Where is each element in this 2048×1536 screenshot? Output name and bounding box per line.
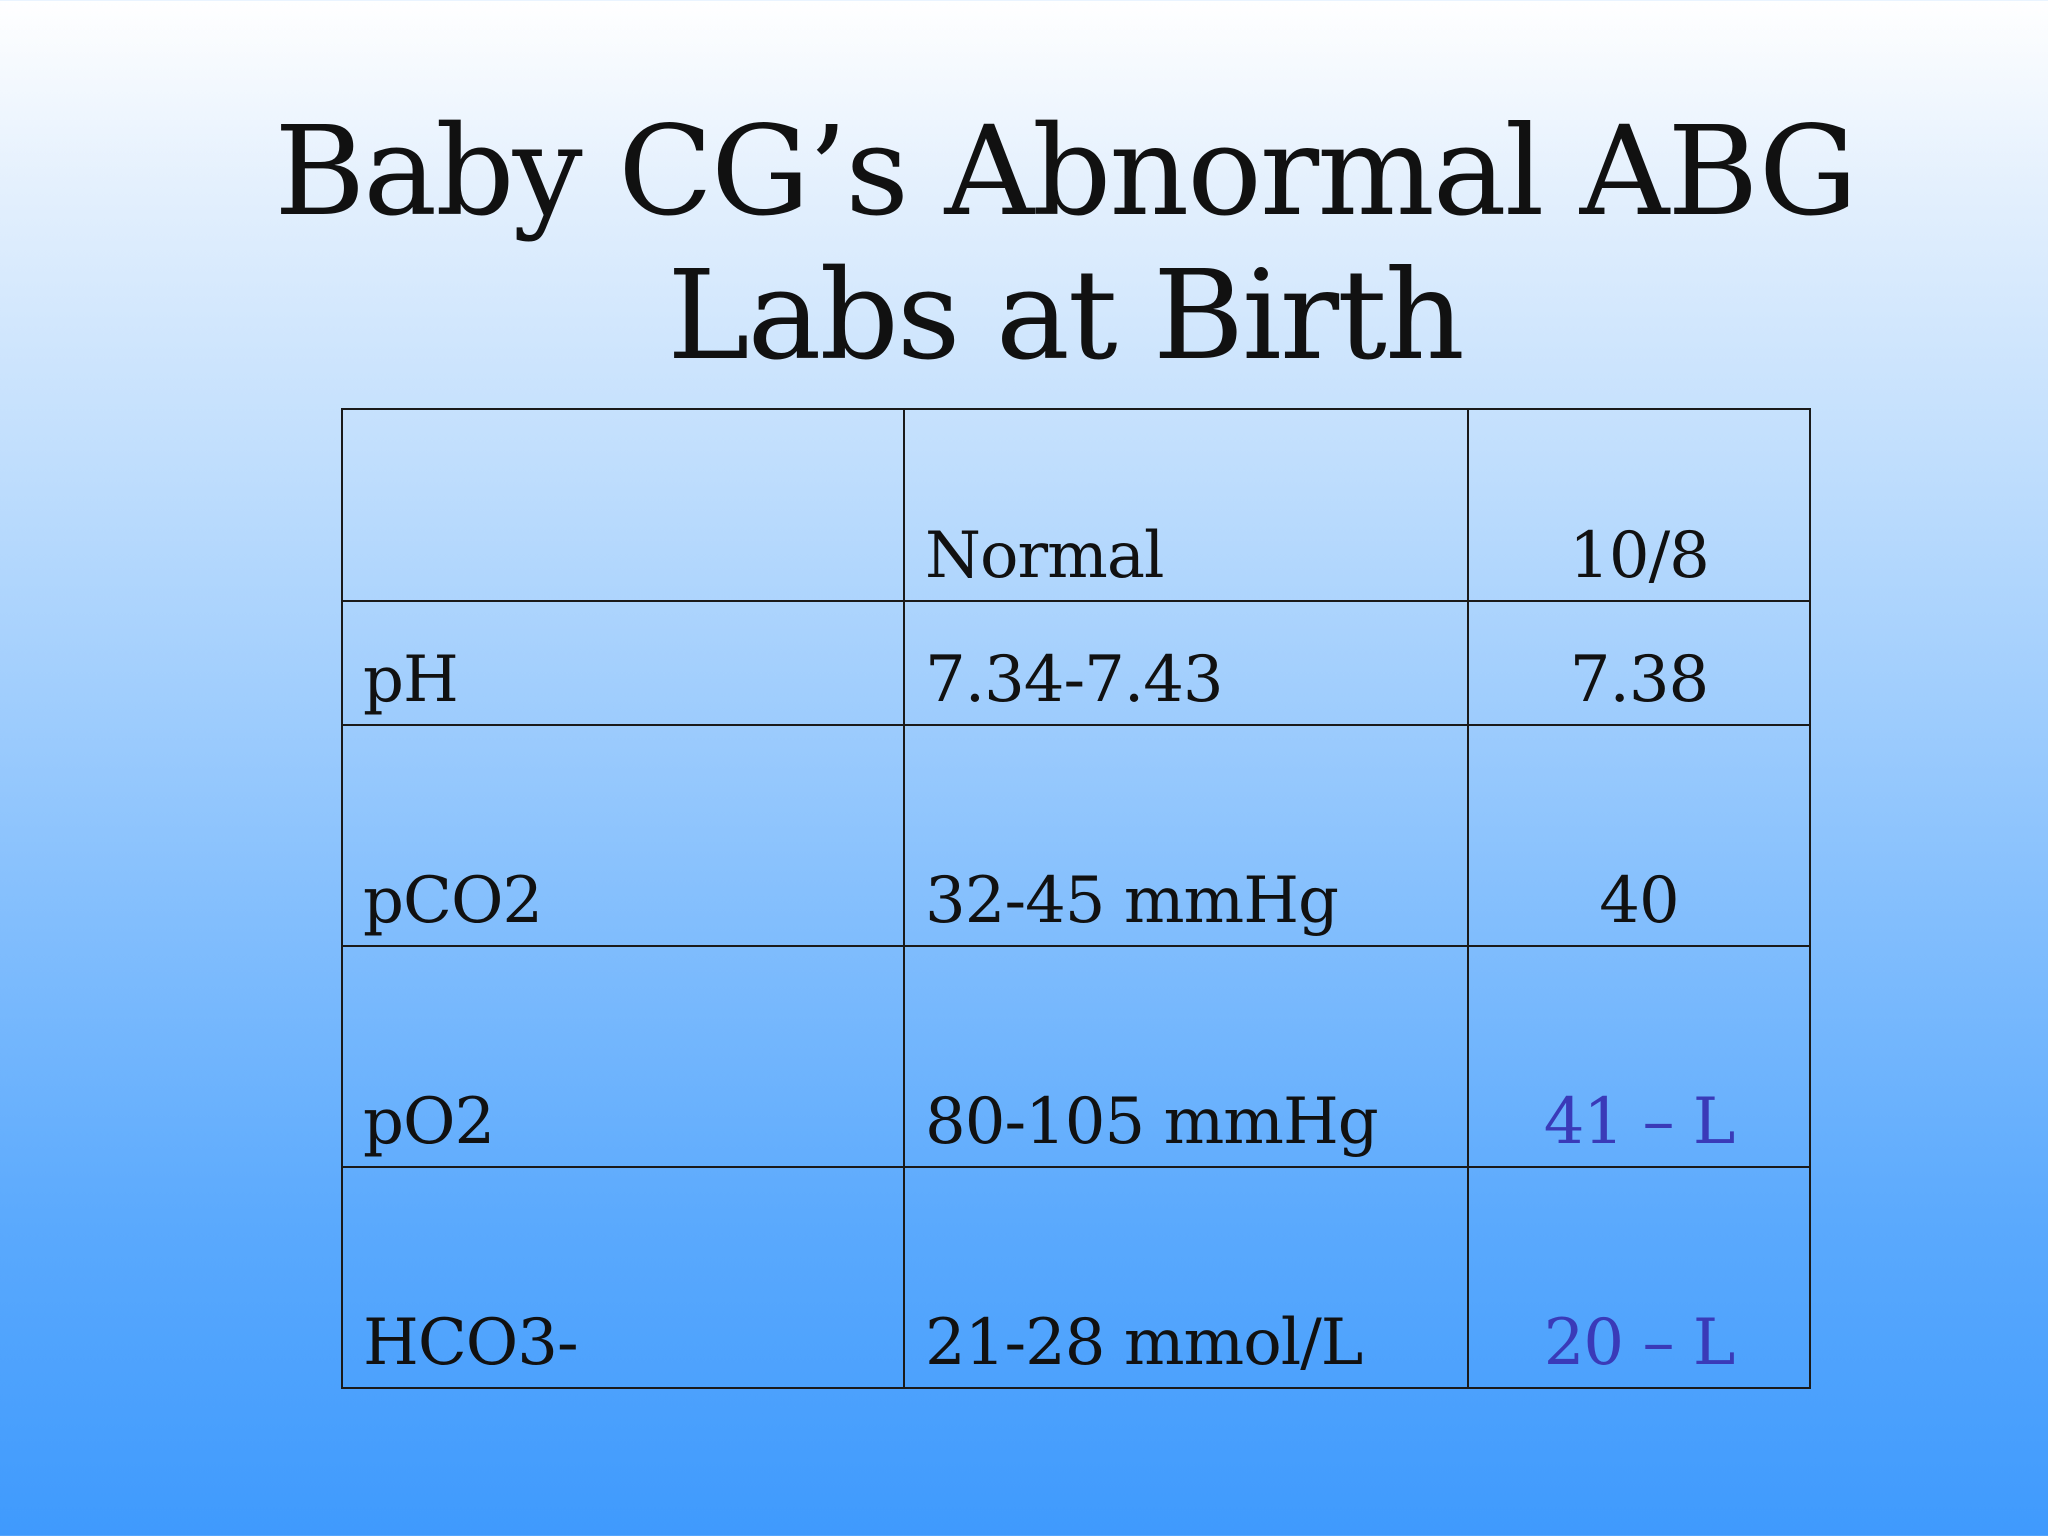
test-name-cell: HCO3- [341,1166,905,1389]
header-cell-test [341,408,905,602]
flagged-result-cell: 41 – L [1467,945,1811,1168]
header-cell-normal: Normal [903,408,1469,602]
result-cell: 40 [1467,724,1811,947]
table-row: pH 7.34-7.43 7.38 [341,600,1811,726]
normal-range-cell: 7.34-7.43 [903,600,1469,726]
slide-title: Baby CG’s Abnormal ABG Labs at Birth [0,100,2048,388]
slide-title-line-2: Labs at Birth [667,244,1465,388]
result-cell: 7.38 [1467,600,1811,726]
table-row: pO2 80-105 mmHg 41 – L [341,945,1811,1168]
normal-range-cell: 80-105 mmHg [903,945,1469,1168]
test-name-cell: pO2 [341,945,905,1168]
table-row: HCO3- 21-28 mmol/L 20 – L [341,1166,1811,1389]
header-cell-date: 10/8 [1467,408,1811,602]
test-name-cell: pCO2 [341,724,905,947]
table-header-row: Normal 10/8 [341,408,1811,602]
normal-range-cell: 32-45 mmHg [903,724,1469,947]
test-name-cell: pH [341,600,905,726]
abg-lab-table: Normal 10/8 pH 7.34-7.43 7.38 pCO2 32-45… [341,408,1811,1389]
slide-title-line-1: Baby CG’s Abnormal ABG [274,100,1858,244]
flagged-result-cell: 20 – L [1467,1166,1811,1389]
table-row: pCO2 32-45 mmHg 40 [341,724,1811,947]
normal-range-cell: 21-28 mmol/L [903,1166,1469,1389]
